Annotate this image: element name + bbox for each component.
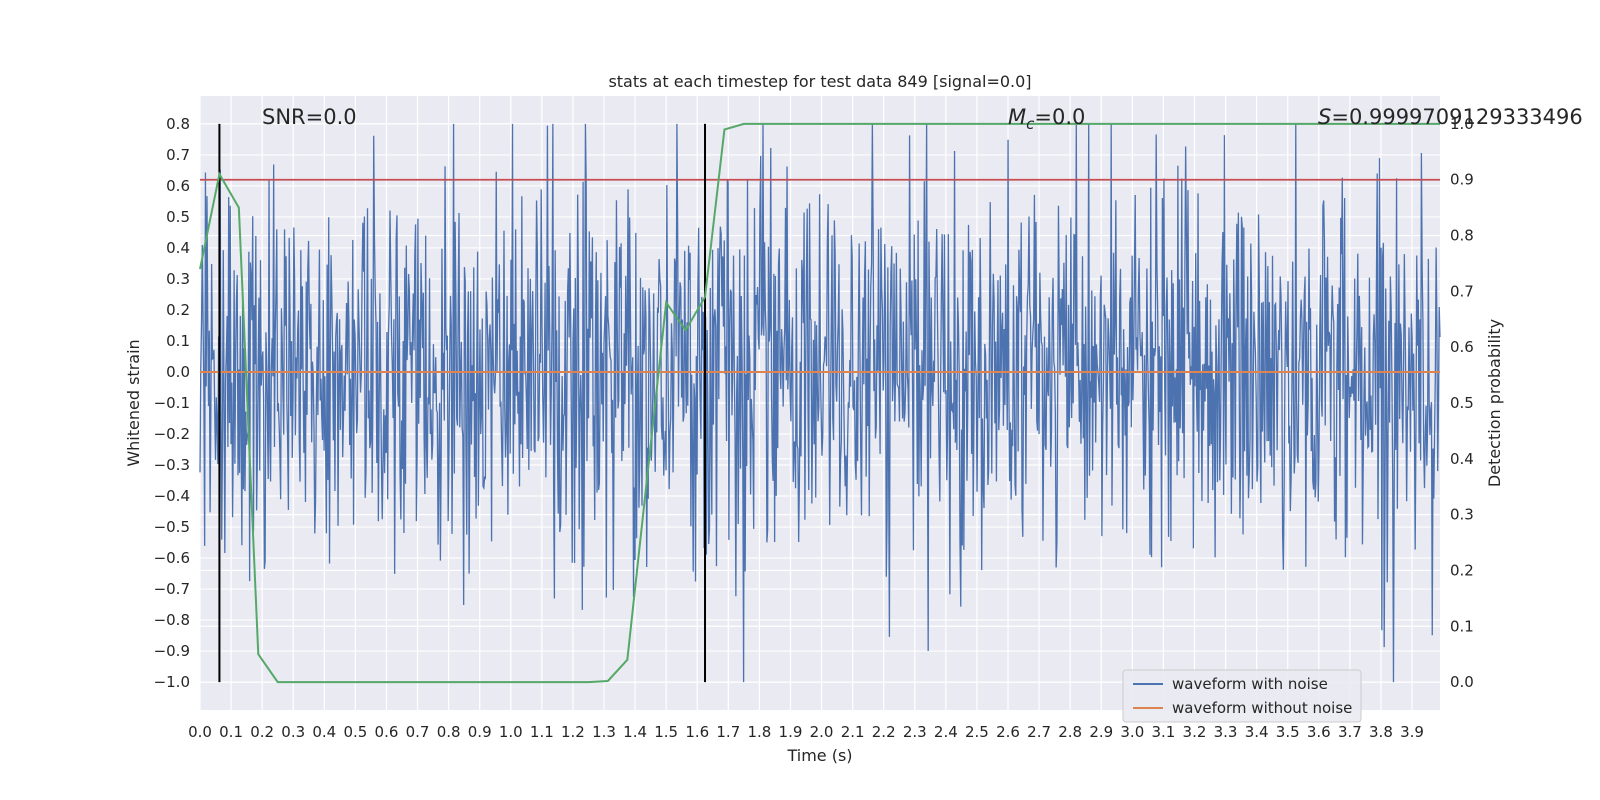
- x-tick-label: 2.9: [1089, 723, 1113, 741]
- x-tick-label: 1.1: [530, 723, 554, 741]
- x-tick-label: 2.0: [810, 723, 834, 741]
- y-tick-label: −0.6: [154, 549, 190, 567]
- chart-title: stats at each timestep for test data 849…: [608, 72, 1031, 91]
- x-tick-label: 3.4: [1245, 723, 1269, 741]
- y-axis-label: Whitened strain: [124, 339, 143, 466]
- x-tick-label: 0.8: [437, 723, 461, 741]
- s-annotation: S=0.9999709129333496: [1318, 105, 1583, 129]
- x-tick-labels: 0.0 0.1 0.2 0.3 0.4 0.5 0.6 0.7 0.8 0.9 1.0 1.1 1.2 1…: [188, 723, 1424, 741]
- y-tick-label: 0.2: [166, 301, 190, 319]
- x-tick-label: 0.5: [343, 723, 367, 741]
- y-tick-label: −0.1: [154, 394, 190, 412]
- y-tick-label: −0.3: [154, 456, 190, 474]
- x-tick-label: 0.6: [375, 723, 399, 741]
- x-tick-label: 1.2: [561, 723, 585, 741]
- snr-annotation: SNR=0.0: [262, 105, 357, 129]
- y-tick-label: 0.5: [166, 208, 190, 226]
- x-tick-label: 3.5: [1276, 723, 1300, 741]
- y2-axis-label: Detection probability: [1485, 319, 1504, 487]
- series-detection-probability: [199, 122, 1440, 684]
- x-tick-label: 2.6: [996, 723, 1020, 741]
- x-tick-label: 0.9: [468, 723, 492, 741]
- x-tick-label: 3.7: [1338, 723, 1362, 741]
- s-symbol: S: [1318, 105, 1331, 129]
- x-tick-label: 0.2: [250, 723, 274, 741]
- y2-tick-label: 0.3: [1450, 506, 1474, 524]
- x-tick-label: 1.8: [747, 723, 771, 741]
- x-tick-label: 0.4: [312, 723, 336, 741]
- x-tick-label: 2.5: [965, 723, 989, 741]
- mc-subscript: c: [1026, 115, 1035, 133]
- x-tick-label: 2.1: [841, 723, 865, 741]
- x-tick-label: 1.0: [499, 723, 523, 741]
- x-axis-label: Time (s): [786, 746, 852, 765]
- y-tick-label: −0.8: [154, 611, 190, 629]
- y-tick-label: −0.9: [154, 642, 190, 660]
- y2-tick-label: 1.0: [1450, 115, 1474, 133]
- y-tick-label: 0.1: [166, 332, 190, 350]
- x-tick-label: 3.8: [1369, 723, 1393, 741]
- legend-label-noise: waveform with noise: [1172, 675, 1328, 693]
- legend-label-clean: waveform without noise: [1172, 699, 1352, 717]
- x-tick-label: 1.6: [685, 723, 709, 741]
- x-tick-label: 2.7: [1027, 723, 1051, 741]
- y-tick-label: −0.2: [154, 425, 190, 443]
- s-value: =0.9999709129333496: [1331, 105, 1582, 129]
- probability-trace: [199, 122, 1440, 684]
- y2-tick-labels: 1.0 0.9 0.8 0.7 0.6 0.5 0.4 0.3 0.2 0.1 0.0: [1450, 115, 1474, 691]
- window-vlines: [218, 123, 707, 683]
- y2-tick-label: 0.8: [1450, 227, 1474, 245]
- y2-tick-label: 0.6: [1450, 338, 1474, 356]
- x-tick-label: 3.2: [1183, 723, 1207, 741]
- legend-box: [1122, 669, 1362, 723]
- x-tick-label: 1.9: [779, 723, 803, 741]
- x-tick-label: 2.8: [1058, 723, 1082, 741]
- x-tick-label: 2.4: [934, 723, 958, 741]
- noise-trace: [199, 123, 1441, 683]
- x-tick-label: 3.0: [1120, 723, 1144, 741]
- y2-tick-label: 0.7: [1450, 282, 1474, 300]
- x-tick-label: 1.5: [654, 723, 678, 741]
- x-tick-label: 2.3: [903, 723, 927, 741]
- x-tick-label: 0.7: [406, 723, 430, 741]
- x-tick-label: 2.2: [872, 723, 896, 741]
- mc-symbol: M: [1008, 105, 1026, 129]
- y2-tick-label: 0.0: [1450, 673, 1474, 691]
- y-tick-label: 0.8: [166, 115, 190, 133]
- x-tick-label: 1.7: [716, 723, 740, 741]
- y-tick-label: 0.3: [166, 270, 190, 288]
- x-tick-label: 3.3: [1214, 723, 1238, 741]
- y-tick-label: 0.0: [166, 363, 190, 381]
- y-tick-label: −0.4: [154, 487, 190, 505]
- x-tick-label: 1.4: [623, 723, 647, 741]
- y2-tick-label: 0.4: [1450, 450, 1474, 468]
- y-tick-label: 0.7: [166, 146, 190, 164]
- y-tick-labels: 0.8 0.7 0.6 0.5 0.4 0.3 0.2 0.1 0.0 −0.1 −0.2 −0.3 −…: [154, 115, 190, 691]
- mc-annotation: Mc=0.0: [1008, 105, 1085, 133]
- y2-tick-label: 0.2: [1450, 561, 1474, 579]
- y2-tick-label: 0.9: [1450, 171, 1474, 189]
- y2-tick-label: 0.1: [1450, 617, 1474, 635]
- y2-tick-label: 0.5: [1450, 394, 1474, 412]
- y-tick-label: 0.4: [166, 239, 190, 257]
- x-tick-label: 1.3: [592, 723, 616, 741]
- y-tick-label: −0.5: [154, 518, 190, 536]
- y-tick-label: −1.0: [154, 673, 190, 691]
- series-waveform-with-noise: [199, 123, 1441, 683]
- y-tick-label: 0.6: [166, 177, 190, 195]
- x-tick-label: 0.0: [188, 723, 212, 741]
- y-tick-label: −0.7: [154, 580, 190, 598]
- legend: waveform with noise waveform without noi…: [1122, 669, 1362, 723]
- x-tick-label: 0.3: [281, 723, 305, 741]
- x-tick-label: 3.9: [1400, 723, 1424, 741]
- mc-value: =0.0: [1034, 105, 1085, 129]
- x-tick-label: 3.6: [1307, 723, 1331, 741]
- x-tick-label: 0.1: [219, 723, 243, 741]
- x-tick-label: 3.1: [1151, 723, 1175, 741]
